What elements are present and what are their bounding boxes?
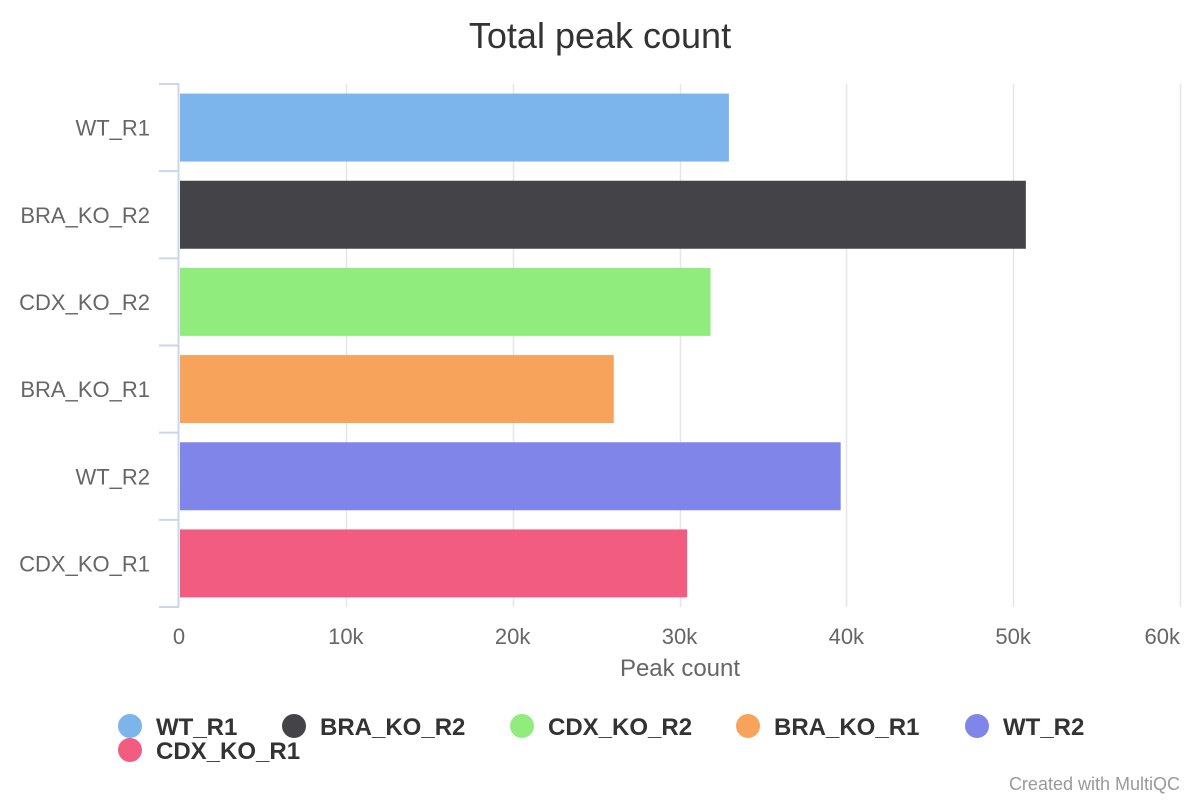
legend[interactable]: WT_R1 BRA_KO_R2 CDX_KO_R2 BRA_KO_R1 WT_R2 CDX… bbox=[118, 714, 1084, 765]
legend-label: WT_R1 bbox=[156, 714, 237, 741]
credit-text[interactable]: Created with MultiQC bbox=[1009, 774, 1180, 794]
x-tick-label: 30k bbox=[662, 624, 698, 649]
category-label: WT_R1 bbox=[75, 116, 150, 141]
legend-item[interactable]: WT_R2 bbox=[965, 714, 1084, 741]
x-tick-label: 60k bbox=[1145, 624, 1181, 649]
legend-marker bbox=[118, 738, 142, 762]
category-labels: WT_R1 BRA_KO_R2 CDX_KO_R2 BRA_KO_R1 WT_R2 CDX… bbox=[19, 116, 150, 577]
chart-title: Total peak count bbox=[469, 15, 731, 56]
x-tick-label: 50k bbox=[995, 624, 1031, 649]
legend-label: CDX_KO_R1 bbox=[156, 738, 300, 765]
y-axis bbox=[159, 83, 180, 608]
legend-label: BRA_KO_R2 bbox=[320, 714, 465, 741]
x-tick-labels: 0 10k 20k 30k 40k 50k 60k bbox=[173, 624, 1181, 649]
legend-item[interactable]: CDX_KO_R1 bbox=[118, 738, 300, 765]
legend-marker bbox=[282, 714, 306, 738]
bars bbox=[180, 93, 1026, 598]
bar[interactable] bbox=[180, 529, 688, 598]
bar[interactable] bbox=[180, 442, 841, 511]
legend-marker bbox=[118, 714, 142, 738]
x-tick-label: 0 bbox=[173, 624, 185, 649]
legend-item[interactable]: CDX_KO_R2 bbox=[510, 714, 692, 741]
category-label: BRA_KO_R1 bbox=[20, 377, 150, 402]
bar[interactable] bbox=[180, 180, 1026, 249]
legend-item[interactable]: BRA_KO_R1 bbox=[736, 714, 919, 741]
x-tick-label: 10k bbox=[328, 624, 364, 649]
category-label: BRA_KO_R2 bbox=[20, 203, 150, 228]
category-label: CDX_KO_R1 bbox=[19, 551, 150, 576]
legend-label: CDX_KO_R2 bbox=[548, 714, 692, 741]
legend-item[interactable]: WT_R1 bbox=[118, 714, 237, 741]
legend-label: WT_R2 bbox=[1003, 714, 1084, 741]
x-tick-label: 20k bbox=[495, 624, 531, 649]
legend-marker bbox=[736, 714, 760, 738]
bar[interactable] bbox=[180, 267, 711, 336]
legend-item[interactable]: BRA_KO_R2 bbox=[282, 714, 465, 741]
category-label: CDX_KO_R2 bbox=[19, 290, 150, 315]
x-axis-title: Peak count bbox=[620, 655, 740, 682]
bar[interactable] bbox=[180, 93, 729, 162]
legend-marker bbox=[510, 714, 534, 738]
grid-lines bbox=[345, 84, 1182, 607]
x-tick-label: 40k bbox=[829, 624, 865, 649]
bar[interactable] bbox=[180, 355, 614, 424]
legend-marker bbox=[965, 714, 989, 738]
category-label: WT_R2 bbox=[75, 464, 150, 489]
legend-label: BRA_KO_R1 bbox=[774, 714, 919, 741]
